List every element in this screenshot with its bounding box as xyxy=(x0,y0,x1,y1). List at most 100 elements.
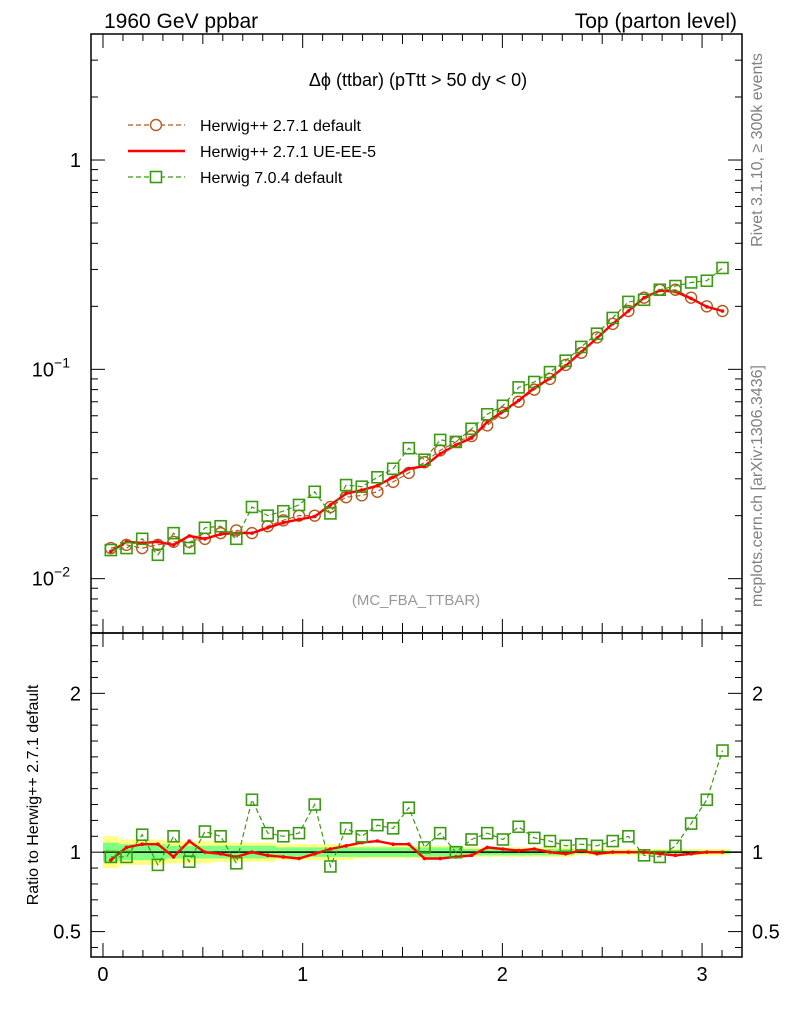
data-point xyxy=(167,829,180,843)
data-point xyxy=(684,817,698,830)
data-point xyxy=(418,453,431,467)
series-herwig-2-7-1-ue-ee-5 xyxy=(109,839,725,862)
series-herwig-2-7-1-ue-ee-5 xyxy=(109,288,725,554)
data-point xyxy=(469,436,474,440)
header-right-label: Top (parton level) xyxy=(575,10,737,33)
data-point xyxy=(465,833,478,846)
data-point xyxy=(653,283,667,297)
data-point xyxy=(622,829,635,843)
data-point xyxy=(465,429,478,443)
data-point xyxy=(339,822,353,835)
series-line xyxy=(110,839,723,862)
series-line xyxy=(110,750,724,869)
data-point xyxy=(422,856,427,861)
x-tick-label: 3 xyxy=(696,964,707,986)
data-point xyxy=(261,826,274,840)
data-point xyxy=(720,309,725,313)
data-point xyxy=(402,801,416,815)
data-point xyxy=(198,825,212,838)
data-point xyxy=(277,829,290,843)
data-point xyxy=(324,860,337,873)
series-line xyxy=(110,289,723,553)
data-point xyxy=(371,470,384,484)
rivet-label: Rivet 3.1.10, ≥ 300k events xyxy=(749,53,766,247)
legend-label: Herwig++ 2.7.1 UE-EE-5 xyxy=(200,144,376,161)
data-point xyxy=(151,548,165,562)
data-point xyxy=(689,296,693,301)
data-point xyxy=(438,856,442,861)
data-point xyxy=(610,850,615,854)
main-plot-area: 10−2 10−1 1 Δϕ (ttbar) (pTtt > 50 dy < 0) (M… xyxy=(32,33,743,634)
data-point xyxy=(187,534,192,538)
data-point xyxy=(622,295,635,309)
series-herwig-7-0-4-default xyxy=(104,744,729,873)
data-point xyxy=(716,261,729,275)
data-point xyxy=(203,537,207,541)
data-point xyxy=(229,532,243,546)
data-point xyxy=(496,406,510,419)
ratio-y-tick-label-right: 2 xyxy=(752,683,763,705)
data-point xyxy=(590,327,604,340)
legend-label: Herwig 7.0.4 default xyxy=(200,170,343,187)
data-point xyxy=(359,488,364,492)
legend-label: Herwig++ 2.7.1 default xyxy=(200,118,362,135)
data-point xyxy=(575,340,588,354)
data-point xyxy=(700,274,714,288)
data-point xyxy=(402,441,416,455)
data-point xyxy=(344,844,348,848)
x-tick-label: 1 xyxy=(297,964,308,986)
data-point xyxy=(512,381,525,394)
data-point xyxy=(250,531,254,535)
data-point xyxy=(308,798,322,811)
data-point xyxy=(720,850,725,854)
data-point xyxy=(297,517,301,522)
data-point xyxy=(151,858,165,872)
data-point xyxy=(140,842,144,847)
y-tick-label: 10−1 xyxy=(32,354,70,381)
data-point xyxy=(124,845,129,850)
data-point xyxy=(637,293,651,307)
data-point xyxy=(684,291,698,304)
data-point xyxy=(312,851,317,856)
data-point xyxy=(543,372,557,386)
data-point xyxy=(563,851,568,856)
data-point xyxy=(324,507,337,520)
ratio-plot-frame xyxy=(90,632,743,958)
data-point xyxy=(669,279,682,293)
data-point xyxy=(575,837,588,851)
data-point xyxy=(485,420,490,424)
ratio-y-tick-label: 0.5 xyxy=(53,922,81,944)
data-point xyxy=(312,514,317,519)
data-point xyxy=(480,826,494,840)
data-point xyxy=(135,532,149,546)
data-point xyxy=(657,851,662,856)
data-point xyxy=(171,855,176,859)
data-point xyxy=(344,491,348,496)
data-point xyxy=(622,304,635,318)
data-point xyxy=(700,300,714,313)
data-point xyxy=(653,850,667,864)
data-point xyxy=(355,480,369,493)
data-point xyxy=(135,828,149,842)
data-point xyxy=(438,451,442,456)
data-point xyxy=(218,851,223,856)
data-point xyxy=(230,524,243,537)
data-point xyxy=(261,509,274,522)
data-point xyxy=(328,847,333,851)
data-point xyxy=(375,483,380,488)
data-point xyxy=(375,839,380,843)
data-point xyxy=(156,842,160,847)
legend-marker xyxy=(149,170,163,184)
data-point xyxy=(151,538,165,552)
data-point xyxy=(626,850,631,854)
data-point xyxy=(277,514,290,527)
data-point xyxy=(689,851,693,856)
data-point xyxy=(355,829,369,843)
series-herwig-2-7-1-default xyxy=(104,283,729,555)
data-point xyxy=(418,841,431,854)
data-point xyxy=(407,842,411,847)
x-tick-label: 0 xyxy=(97,964,108,986)
data-point xyxy=(433,826,447,840)
ratio-y-tick-label-right: 0.5 xyxy=(752,922,780,944)
